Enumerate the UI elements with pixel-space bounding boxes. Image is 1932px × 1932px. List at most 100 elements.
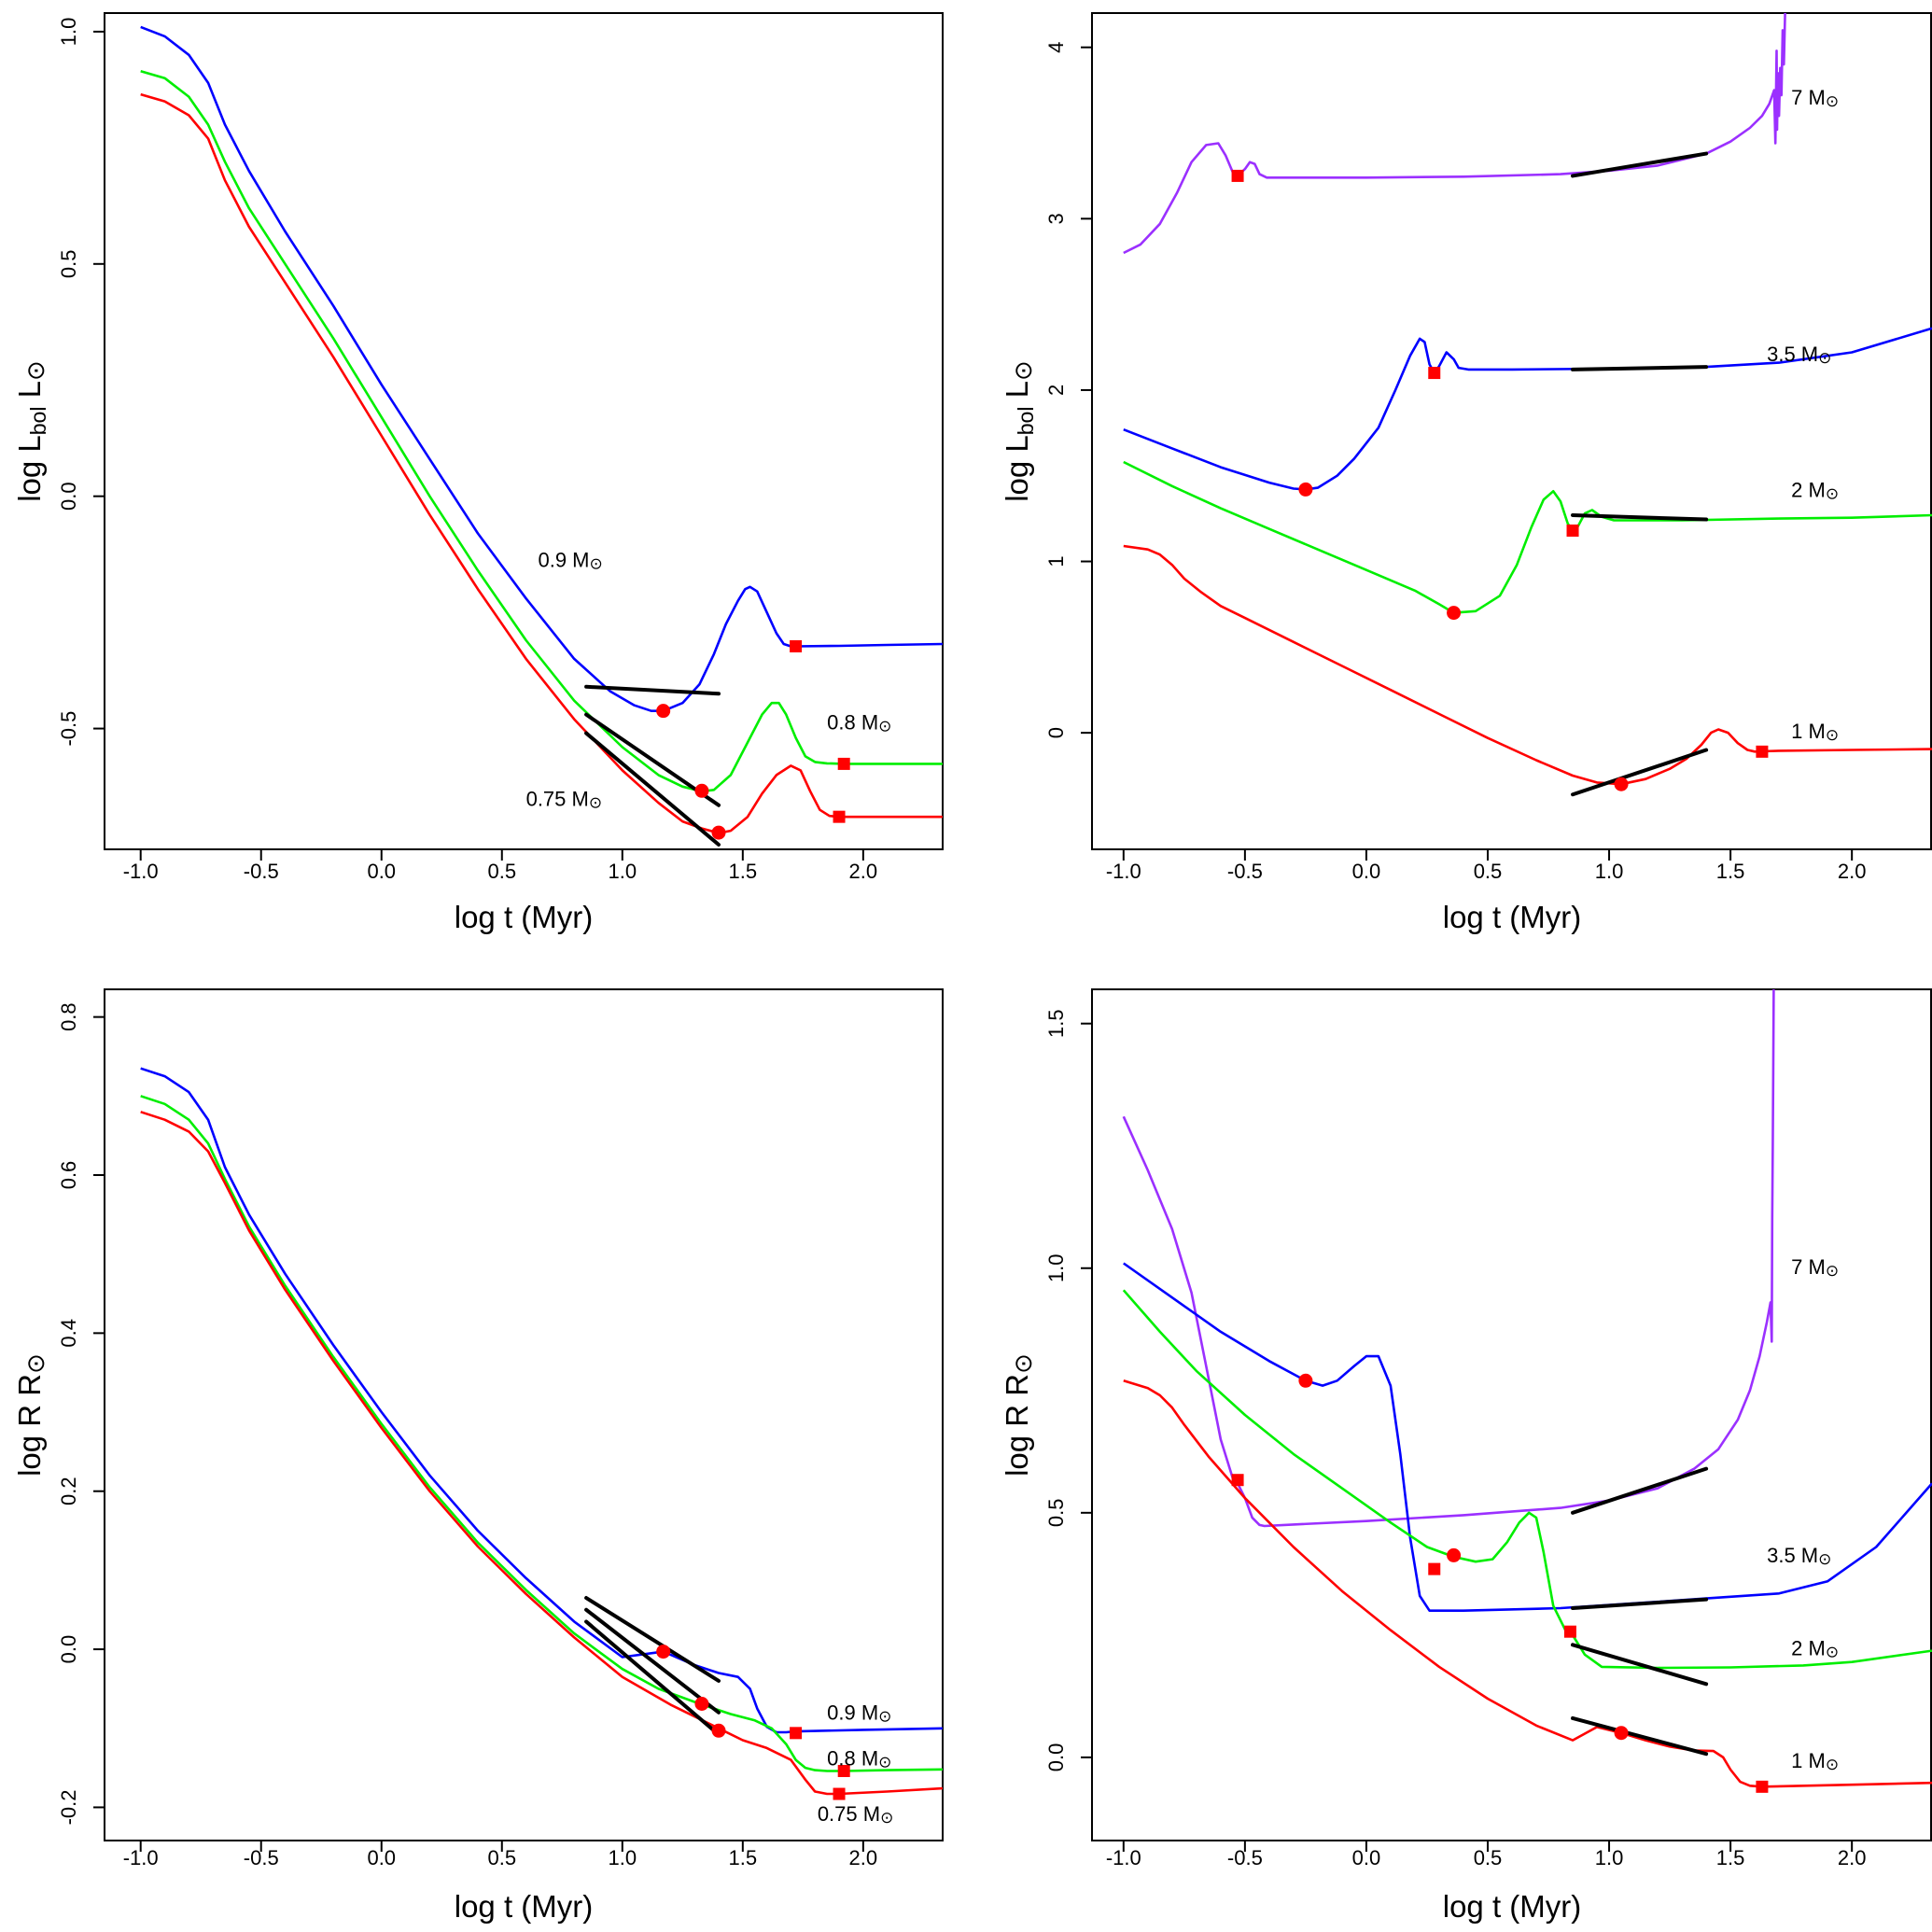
- series-line-7-m: [1122, 989, 1775, 1528]
- mass-label-3p5-m: 3.5 M⊙: [1767, 1544, 1831, 1569]
- series-line-0p9-m: [140, 1067, 943, 1734]
- y-tick-label: 3: [1044, 213, 1068, 224]
- x-axis-title: log t (Myr): [1443, 1889, 1582, 1924]
- marker-square: [1231, 169, 1244, 182]
- series-line-0p8-m: [140, 1095, 943, 1772]
- marker-circle: [711, 825, 726, 840]
- mass-label-1-m: 1 M⊙: [1791, 720, 1839, 745]
- y-tick-label: 2: [1044, 385, 1068, 396]
- x-tick-label: 1.5: [1716, 1846, 1745, 1869]
- marker-circle: [1298, 1373, 1313, 1388]
- x-tick-label: 1.5: [729, 860, 758, 883]
- plot-frame: [1091, 988, 1932, 1841]
- fit-segment: [584, 1619, 721, 1737]
- fit-segment: [584, 684, 721, 696]
- y-tick-label: 0.0: [57, 1635, 80, 1664]
- fit-segment: [1571, 512, 1709, 522]
- marker-circle: [656, 704, 671, 719]
- x-tick-label: -0.5: [244, 1846, 279, 1869]
- x-axis-title: log t (Myr): [455, 900, 594, 934]
- marker-circle: [711, 1723, 726, 1738]
- plot-frame: [104, 988, 944, 1841]
- x-tick-label: 2.0: [1838, 1846, 1867, 1869]
- y-tick-label: 1.0: [1044, 1253, 1068, 1282]
- x-tick-label: 2.0: [1838, 860, 1867, 883]
- fit-segment: [1571, 1597, 1709, 1611]
- x-tick-label: 0.0: [1352, 860, 1381, 883]
- marker-square: [837, 1764, 850, 1777]
- mass-label-1-m: 1 M⊙: [1791, 1749, 1839, 1774]
- x-tick-label: 1.0: [609, 1846, 637, 1869]
- x-tick-label: 0.5: [487, 860, 516, 883]
- marker-square: [790, 639, 803, 652]
- marker-circle: [694, 783, 709, 798]
- panel-top-right-luminosity: -1.0 -0.5 0.0 0.5 1.0 1.5 2.0 0 1 2 3 4 log t (Myr) l…: [1000, 12, 1932, 934]
- plot-area: [140, 25, 943, 847]
- marker-circle: [656, 1645, 671, 1659]
- series-line-0p75-m: [140, 92, 943, 834]
- y-tick-label: 0.0: [57, 482, 80, 511]
- x-tick-label: 1.0: [609, 860, 637, 883]
- y-axis-title: log R R⊙: [1000, 1353, 1037, 1477]
- x-tick-label: 0.5: [1474, 860, 1503, 883]
- fit-segment: [584, 731, 721, 847]
- fit-segment: [584, 1607, 721, 1715]
- marker-square: [1756, 1780, 1769, 1793]
- y-tick-label: 1.0: [57, 18, 80, 47]
- x-tick-label: -1.0: [123, 860, 159, 883]
- x-tick-label: 1.0: [1595, 860, 1624, 883]
- x-tick-label: 2.0: [849, 1846, 878, 1869]
- marker-square: [833, 810, 846, 823]
- marker-circle: [1298, 482, 1313, 497]
- plot-area: [140, 1067, 943, 1796]
- series-line-1-m: [1123, 1379, 1932, 1788]
- y-tick-label: 0.6: [57, 1161, 80, 1190]
- fit-segment: [1571, 1643, 1709, 1687]
- series-line-7-m: [1123, 13, 1786, 255]
- x-tick-label: -1.0: [1106, 1846, 1141, 1869]
- marker-square: [1428, 1562, 1441, 1575]
- panel-top-left-luminosity: -1.0 -0.5 0.0 0.5 1.0 1.5 2.0 -0.5 0.0 0.5 1.0 log …: [12, 12, 944, 934]
- y-tick-label: 0: [1044, 727, 1068, 738]
- x-tick-label: 0.5: [487, 1846, 516, 1869]
- mass-label-0p75-m: 0.75 M⊙: [526, 788, 603, 813]
- fit-segment: [584, 1596, 721, 1683]
- y-axis-title: log Lbol L⊙: [1000, 360, 1038, 502]
- mass-label-0p8-m: 0.8 M⊙: [827, 1746, 891, 1771]
- mass-label-0p9-m: 0.9 M⊙: [827, 1701, 891, 1726]
- x-tick-label: 2.0: [849, 860, 878, 883]
- x-axis-title: log t (Myr): [1443, 900, 1582, 934]
- marker-circle: [1447, 606, 1462, 621]
- x-tick-label: 0.0: [1352, 1846, 1381, 1869]
- panel-bottom-left-radius: -1.0 -0.5 0.0 0.5 1.0 1.5 2.0 -0.2 0.0 0.2 0.4 0.6 0…: [12, 988, 944, 1924]
- y-tick-label: 0.8: [57, 1002, 80, 1031]
- y-axis-title: log R R⊙: [12, 1353, 49, 1477]
- y-tick-label: 4: [1044, 42, 1068, 53]
- marker-circle: [1447, 1547, 1462, 1562]
- x-tick-label: -0.5: [1227, 1846, 1263, 1869]
- mass-label-3p5-m: 3.5 M⊙: [1767, 343, 1831, 368]
- mass-label-2-m: 2 M⊙: [1791, 478, 1839, 503]
- marker-square: [1428, 367, 1441, 380]
- marker-square: [790, 1727, 803, 1740]
- x-tick-label: -0.5: [1227, 860, 1263, 883]
- y-tick-label: 0.5: [1044, 1499, 1068, 1528]
- x-tick-label: 0.0: [367, 1846, 396, 1869]
- series-line-0p8-m: [140, 69, 943, 793]
- series-line-2-m: [1123, 460, 1932, 614]
- fit-segment: [1571, 1715, 1709, 1757]
- mass-label-0p9-m: 0.9 M⊙: [538, 548, 602, 573]
- fit-segment: [1571, 748, 1709, 797]
- fit-segment: [1571, 1466, 1709, 1515]
- marker-square: [1566, 524, 1579, 537]
- y-tick-label: 0.5: [57, 250, 80, 279]
- series-line-0p9-m: [140, 25, 943, 713]
- mass-label-2-m: 2 M⊙: [1791, 1636, 1839, 1661]
- plot-area: [1123, 13, 1932, 797]
- mass-label-7-m: 7 M⊙: [1791, 86, 1839, 111]
- marker-square: [1563, 1625, 1576, 1638]
- mass-label-0p75-m: 0.75 M⊙: [818, 1802, 894, 1827]
- x-tick-label: 1.5: [1716, 860, 1745, 883]
- x-tick-label: 1.0: [1595, 1846, 1624, 1869]
